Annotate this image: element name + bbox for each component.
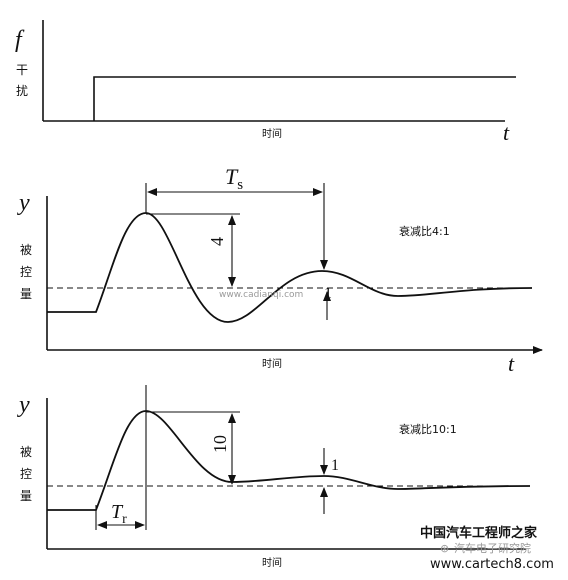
ts-label: Ts (225, 164, 243, 193)
y-label-char: 扰 (16, 84, 28, 98)
brand-sub: 汽车电子研究院 (454, 541, 531, 555)
peak-label: 4 (207, 237, 227, 246)
watermark-center: www.cadianqi.com (219, 290, 303, 300)
wechat-icon: ⊛ (440, 542, 449, 555)
second-peak-label: 1 (324, 285, 332, 302)
panel-response-4-1: Ts 4 1 y 被 控 量 衰减比4:1 时间 t www.cadianqi.… (17, 164, 543, 376)
y-label-char: 量 (20, 489, 32, 503)
x-label: 时间 (262, 357, 282, 370)
y-label-char: 量 (20, 287, 32, 301)
x-symbol: t (508, 351, 515, 376)
y-label-char: 被 (20, 243, 32, 257)
y-label-char: 控 (20, 467, 32, 481)
y-label-char: 被 (20, 445, 32, 459)
y-label-char: 控 (20, 265, 32, 279)
y-symbol: y (17, 392, 30, 418)
brand-site: www.cartech8.com (430, 557, 554, 572)
y-symbol: y (17, 190, 30, 216)
watermark-brand: 中国汽车工程师之家 ⊛ 汽车电子研究院 www.cartech8.com (420, 525, 554, 572)
response-curve (47, 410, 531, 511)
brand-title: 中国汽车工程师之家 (420, 525, 538, 541)
y-label-char: 干 (16, 63, 28, 77)
decay-ratio-note: 衰减比10:1 (399, 422, 457, 436)
peak-label: 10 (210, 435, 230, 453)
second-peak-label: 1 (331, 457, 339, 474)
response-curve (47, 212, 533, 323)
tr-label: Tr (111, 501, 127, 527)
panel-response-10-1: Tr 10 1 y 被 控 量 衰减比10:1 时间 (17, 385, 531, 569)
x-label: 时间 (262, 127, 282, 140)
step-disturbance (93, 76, 516, 121)
y-symbol: f (15, 27, 25, 53)
decay-ratio-note: 衰减比4:1 (399, 224, 450, 238)
x-label: 时间 (262, 556, 282, 569)
panel-disturbance: f 干 扰 时间 t (15, 20, 516, 145)
x-symbol: t (503, 120, 510, 145)
